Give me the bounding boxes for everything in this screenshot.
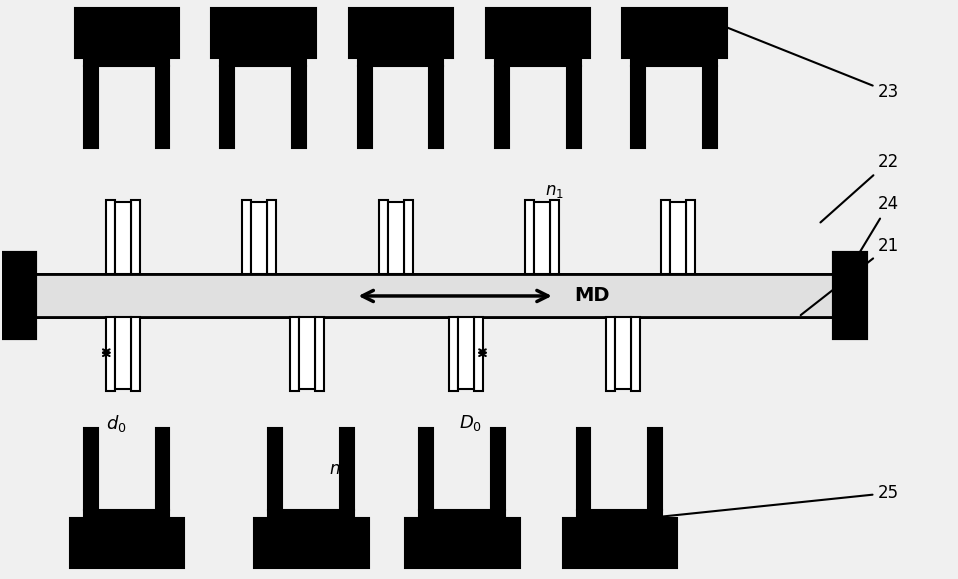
Text: 25: 25 [652,484,900,518]
Text: 23: 23 [687,12,900,101]
Bar [577,428,590,510]
Bar [349,8,453,58]
Bar [315,317,324,390]
Bar [292,66,306,148]
Bar [490,428,505,510]
Bar [449,317,458,390]
Bar [703,66,717,148]
Bar [290,317,299,390]
Bar [388,203,404,274]
Bar [340,428,354,510]
Bar [155,66,170,148]
Bar [105,317,115,390]
Bar [115,203,130,274]
Bar [357,66,372,148]
Text: 21: 21 [801,237,900,315]
Text: 22: 22 [820,153,900,222]
Bar [254,518,369,567]
Bar [566,66,581,148]
Bar [661,200,670,274]
Bar [420,428,433,510]
Bar [2,252,36,339]
Bar [33,274,833,317]
Bar [84,510,170,518]
Bar [833,252,867,339]
Bar [115,317,130,389]
Bar [631,58,717,66]
Bar [220,66,234,148]
Bar [75,8,179,58]
Bar [84,66,98,148]
Bar [130,317,140,390]
Text: 24: 24 [834,195,900,294]
Bar [495,58,581,66]
Bar [84,58,170,66]
Bar [606,317,615,390]
Text: $n_1$: $n_1$ [545,182,563,200]
Bar [420,510,505,518]
Bar [155,428,170,510]
Text: $D_0$: $D_0$ [459,413,482,433]
Bar [534,203,550,274]
Bar [212,8,316,58]
Bar [495,66,509,148]
Bar [486,8,590,58]
Bar [550,200,559,274]
Bar [130,200,140,274]
Bar [405,518,520,567]
Bar [577,510,662,518]
Bar [2,252,36,339]
Bar [833,252,867,339]
Bar [623,8,727,58]
Text: $n_2$: $n_2$ [329,461,348,479]
Bar [379,200,388,274]
Bar [670,203,686,274]
Text: MD: MD [575,287,610,306]
Bar [268,428,282,510]
Bar [33,274,833,317]
Bar [404,200,413,274]
Bar [458,317,474,389]
Text: $d_0$: $d_0$ [106,413,127,434]
Bar [631,317,640,390]
Bar [268,510,354,518]
Bar [84,428,98,510]
Bar [631,66,645,148]
Bar [220,58,306,66]
Bar [357,58,444,66]
Bar [686,200,695,274]
Bar [429,66,444,148]
Bar [251,203,267,274]
Bar [474,317,483,390]
Bar [562,518,677,567]
Bar [267,200,276,274]
Bar [242,200,251,274]
Bar [615,317,631,389]
Bar [649,428,662,510]
Bar [299,317,315,389]
Bar [105,200,115,274]
Bar [525,200,534,274]
Bar [70,518,185,567]
